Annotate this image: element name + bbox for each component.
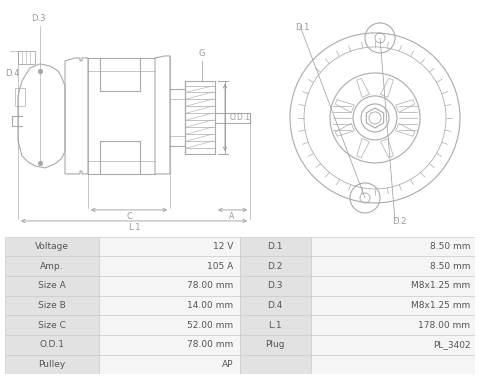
Text: Size B: Size B (38, 301, 66, 310)
Text: G: G (199, 49, 205, 58)
Text: Amp.: Amp. (40, 262, 63, 271)
FancyBboxPatch shape (311, 315, 475, 335)
Text: A: A (229, 212, 235, 221)
FancyBboxPatch shape (240, 335, 311, 355)
Text: D.3: D.3 (267, 281, 283, 290)
Text: D.2: D.2 (267, 262, 283, 271)
FancyBboxPatch shape (240, 355, 311, 374)
FancyBboxPatch shape (311, 335, 475, 355)
Text: AP: AP (221, 360, 233, 369)
FancyBboxPatch shape (240, 315, 311, 335)
FancyBboxPatch shape (240, 296, 311, 315)
FancyBboxPatch shape (99, 296, 240, 315)
Text: O.D.1: O.D.1 (230, 114, 251, 123)
Text: 8.50 mm: 8.50 mm (430, 262, 470, 271)
FancyBboxPatch shape (5, 315, 99, 335)
Text: D.3: D.3 (31, 14, 45, 23)
Text: 8.50 mm: 8.50 mm (430, 242, 470, 251)
Text: 78.00 mm: 78.00 mm (187, 281, 233, 290)
Text: PL_3402: PL_3402 (433, 340, 470, 349)
Text: D.4: D.4 (267, 301, 283, 310)
FancyBboxPatch shape (99, 237, 240, 256)
Text: D.1: D.1 (295, 23, 310, 32)
Text: Voltage: Voltage (35, 242, 69, 251)
Text: 14.00 mm: 14.00 mm (187, 301, 233, 310)
FancyBboxPatch shape (5, 237, 99, 256)
Text: Size A: Size A (38, 281, 66, 290)
FancyBboxPatch shape (99, 335, 240, 355)
FancyBboxPatch shape (5, 276, 99, 296)
FancyBboxPatch shape (99, 276, 240, 296)
FancyBboxPatch shape (99, 256, 240, 276)
FancyBboxPatch shape (311, 276, 475, 296)
Text: Pulley: Pulley (38, 360, 65, 369)
Text: 178.00 mm: 178.00 mm (419, 321, 470, 330)
FancyBboxPatch shape (311, 296, 475, 315)
FancyBboxPatch shape (5, 335, 99, 355)
Text: L.1: L.1 (128, 223, 140, 232)
FancyBboxPatch shape (311, 256, 475, 276)
FancyBboxPatch shape (240, 276, 311, 296)
FancyBboxPatch shape (5, 296, 99, 315)
FancyBboxPatch shape (5, 355, 99, 374)
Text: D.2: D.2 (392, 217, 407, 226)
Text: C: C (126, 212, 132, 221)
FancyBboxPatch shape (311, 237, 475, 256)
Text: M8x1.25 mm: M8x1.25 mm (411, 281, 470, 290)
FancyBboxPatch shape (311, 355, 475, 374)
Text: D.1: D.1 (267, 242, 283, 251)
Text: 52.00 mm: 52.00 mm (187, 321, 233, 330)
Text: 12 V: 12 V (213, 242, 233, 251)
Text: 78.00 mm: 78.00 mm (187, 340, 233, 349)
Text: Plug: Plug (265, 340, 285, 349)
Text: O.D.1: O.D.1 (39, 340, 64, 349)
FancyBboxPatch shape (240, 237, 311, 256)
Text: 105 A: 105 A (207, 262, 233, 271)
FancyBboxPatch shape (240, 256, 311, 276)
Text: L.1: L.1 (268, 321, 282, 330)
Text: Size C: Size C (38, 321, 66, 330)
FancyBboxPatch shape (99, 355, 240, 374)
FancyBboxPatch shape (5, 256, 99, 276)
Text: M8x1.25 mm: M8x1.25 mm (411, 301, 470, 310)
FancyBboxPatch shape (99, 315, 240, 335)
Text: D.4: D.4 (5, 70, 19, 79)
